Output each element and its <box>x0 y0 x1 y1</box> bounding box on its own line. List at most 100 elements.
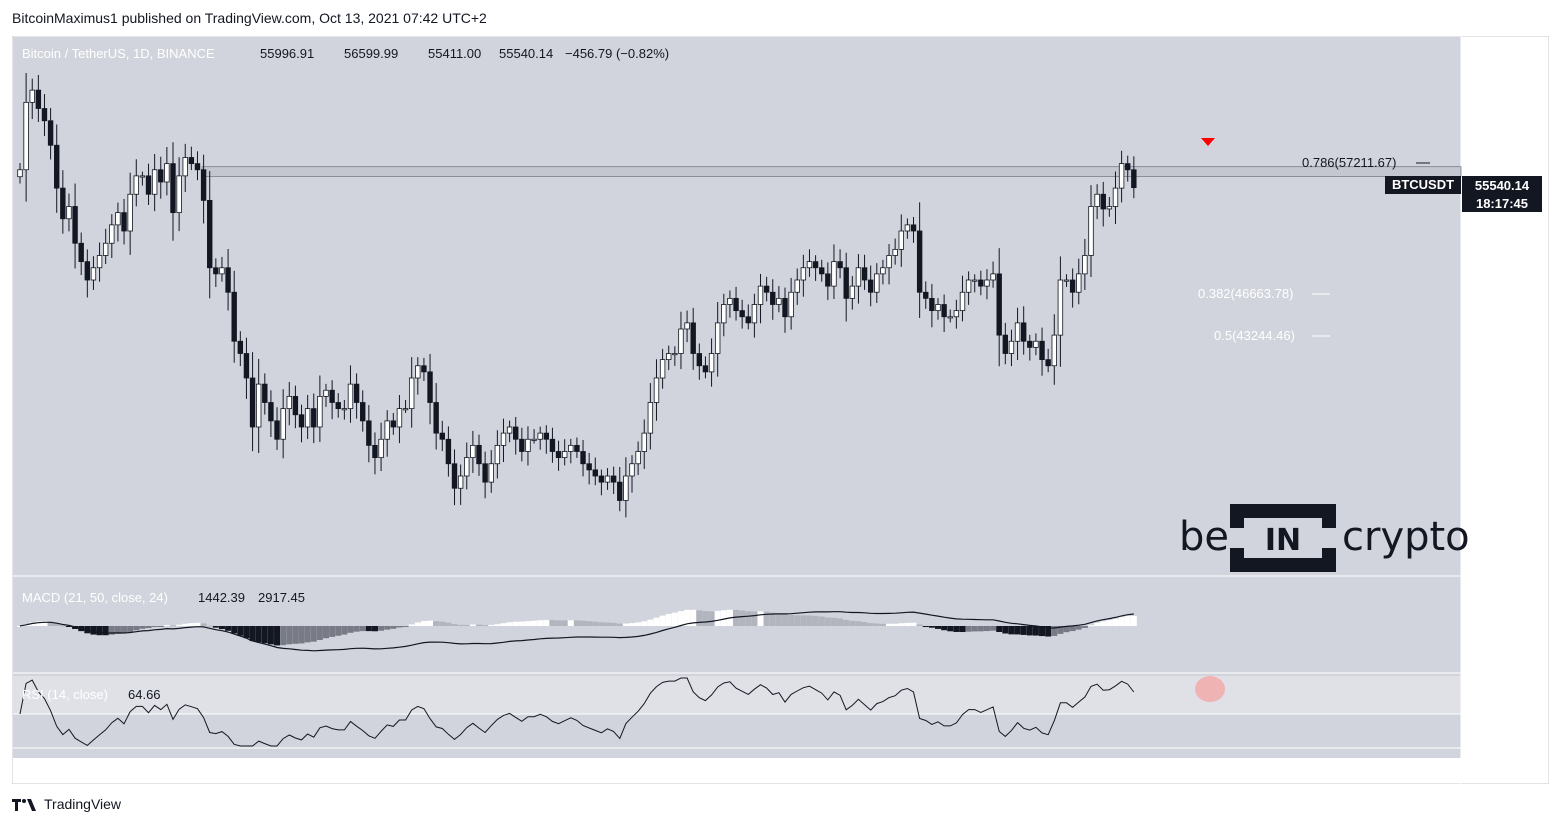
candle-down <box>923 291 929 299</box>
candle-down <box>78 242 84 263</box>
macd-hist-bar <box>959 626 966 633</box>
macd-hist-bar <box>298 626 305 644</box>
x-tick-label: Aug <box>729 759 756 775</box>
candle-up <box>984 279 990 287</box>
macd-hist-bar <box>335 626 342 636</box>
macd-value-1: 1442.39 <box>198 590 245 605</box>
macd-hist-bar <box>427 620 434 626</box>
candle-down <box>1069 279 1076 293</box>
candle-up <box>604 475 611 483</box>
macd-line <box>19 611 1134 652</box>
macd-hist-bar <box>194 622 201 626</box>
macd-hist-bar <box>133 626 140 631</box>
macd-hist-bar <box>665 613 672 626</box>
candle-down <box>482 463 488 483</box>
candle-down <box>72 206 78 244</box>
candle-up <box>378 438 384 459</box>
macd-hist-bar <box>225 626 232 631</box>
macd-hist-bar <box>182 623 189 626</box>
ohlc-close: 55540.14 <box>499 46 553 61</box>
macd-hist-bar <box>769 612 776 626</box>
y-tick-label: 64000.00 <box>1482 76 1536 91</box>
resistance-zone <box>201 166 1462 177</box>
macd-hist-bar <box>347 626 354 633</box>
candle-up <box>721 304 727 324</box>
macd-hist-bar <box>573 620 580 626</box>
macd-hist-bar <box>145 626 152 629</box>
candle-down <box>158 169 164 183</box>
candle-up <box>953 310 960 318</box>
macd-hist-bar <box>610 622 617 626</box>
y-tick-label: 52000.00 <box>1482 223 1536 238</box>
candle-up <box>959 291 966 312</box>
candle-down <box>268 402 274 422</box>
candle-down <box>311 408 317 428</box>
candle-up <box>855 267 862 287</box>
candle-up <box>990 273 996 281</box>
candle-up <box>109 224 115 244</box>
candle-down <box>439 432 445 440</box>
candle-up <box>415 365 421 379</box>
candle-down <box>837 261 843 269</box>
candle-down <box>929 297 935 312</box>
macd-hist-bar <box>41 621 48 626</box>
candle-down <box>598 475 605 483</box>
candle-up <box>629 463 635 477</box>
macd-hist-bar <box>1130 615 1137 626</box>
symbol-tag: BTCUSDT <box>1392 177 1454 192</box>
macd-hist-bar <box>176 624 183 626</box>
macd-hist-bar <box>561 620 568 626</box>
macd-hist-bar <box>677 611 684 626</box>
candle-down <box>145 175 152 195</box>
macd-hist-bar <box>237 626 244 636</box>
candle-down <box>910 224 917 232</box>
macd-hist-bar <box>775 613 782 626</box>
macd-hist-bar <box>812 615 819 626</box>
macd-hist-bar <box>616 623 623 626</box>
candle-up <box>757 285 764 305</box>
candle-down <box>978 279 984 287</box>
candle-up <box>66 206 72 220</box>
watermark-in: IN <box>1265 523 1301 558</box>
macd-hist-bar <box>635 622 642 626</box>
candle-up <box>506 426 513 434</box>
macd-hist-bar <box>524 621 531 626</box>
candle-up <box>17 169 23 178</box>
candle-down <box>170 163 176 214</box>
x-tick-label: Sep <box>932 759 958 775</box>
candle-up <box>880 267 886 275</box>
rsi-highlight <box>1195 676 1225 702</box>
footer-brand: TradingView <box>44 796 122 812</box>
macd-hist-bar <box>139 626 146 629</box>
candle-up <box>384 420 390 440</box>
candle-down <box>225 267 231 293</box>
candle-down <box>1125 163 1131 171</box>
candle-up <box>794 279 800 293</box>
legend-main: Bitcoin / TetherUS, 1D, BINANCE 55996.91… <box>22 46 669 61</box>
candle-up <box>531 438 537 441</box>
macd-hist-bar <box>604 622 611 626</box>
candle-down <box>213 267 219 275</box>
macd-hist-bar <box>953 626 960 632</box>
macd-hist-bar <box>420 621 427 626</box>
candle-up <box>1112 187 1119 207</box>
macd-hist-bar <box>659 615 666 626</box>
countdown-tag: 18:17:45 <box>1476 196 1528 211</box>
x-tick-label: Jul <box>530 759 550 775</box>
fib-0786-label: 0.786(57211.67) <box>1302 155 1396 170</box>
candle-down <box>617 481 623 501</box>
macd-hist-bar <box>702 611 709 626</box>
candle-down <box>249 377 256 428</box>
macd-hist-bar <box>396 626 403 628</box>
macd-hist-bar <box>1100 621 1107 626</box>
macd-hist-bar <box>469 624 476 626</box>
footer: TradingView <box>12 796 121 812</box>
candle-up <box>1088 206 1094 256</box>
macd-hist-bar <box>739 610 746 626</box>
candle-down <box>733 297 739 312</box>
candle-down <box>445 438 452 465</box>
y-tick-label: 44000.00 <box>1482 321 1536 336</box>
macd-hist-bar <box>96 626 103 636</box>
price-chart[interactable]: 0.786(57211.67) 0.382(46663.78) 0.5(4324… <box>12 36 1549 784</box>
ohlc-low: 55411.00 <box>428 46 481 61</box>
